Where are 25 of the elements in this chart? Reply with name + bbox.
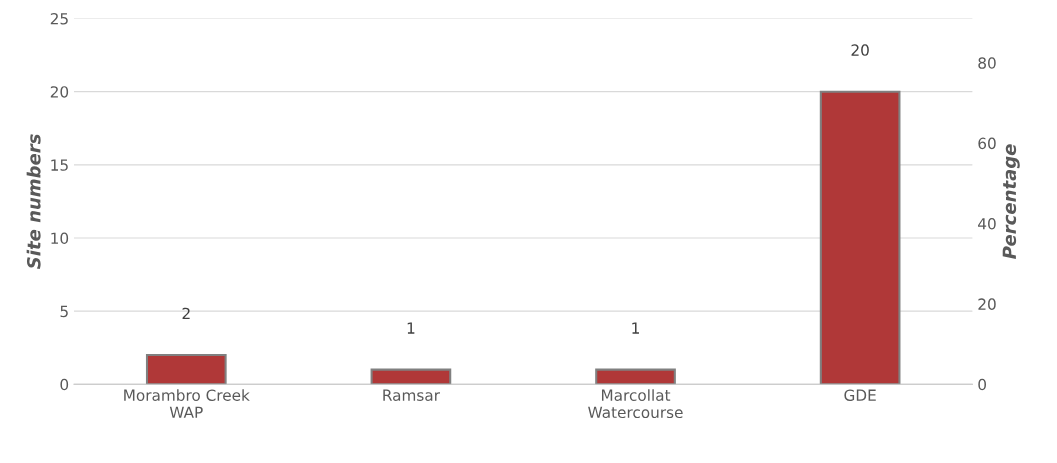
x-tick-label: Marcollat Watercourse: [588, 389, 683, 419]
y2-axis-title: Percentage: [1002, 144, 1020, 259]
y2-tick-label: 60: [978, 137, 996, 150]
y-tick-label: 0: [60, 378, 69, 391]
data-label: 1: [632, 322, 639, 334]
y-axis-title: Site numbers: [26, 134, 41, 269]
y-tick-label: 25: [50, 12, 68, 25]
y2-tick-label: 20: [978, 298, 996, 310]
data-label: 1: [407, 322, 415, 334]
bar: [370, 368, 452, 385]
y-tick-label: 10: [51, 232, 69, 244]
x-tick-label: Ramsar: [383, 389, 440, 401]
y2-tick-label: 0: [978, 378, 987, 391]
data-label: 2: [182, 307, 190, 320]
bar: [819, 90, 901, 385]
bar: [145, 353, 227, 385]
y2-tick-label: 80: [978, 57, 996, 69]
x-tick-label: Morambro Creek WAP: [124, 389, 250, 418]
y-tick-label: 15: [51, 159, 68, 171]
bar: [595, 368, 676, 385]
x-tick-label: GDE: [844, 389, 876, 401]
data-label: 20: [851, 44, 869, 56]
y-tick-label: 20: [50, 86, 69, 98]
y2-tick-label: 40: [978, 217, 996, 230]
y-tick-label: 5: [60, 305, 68, 318]
